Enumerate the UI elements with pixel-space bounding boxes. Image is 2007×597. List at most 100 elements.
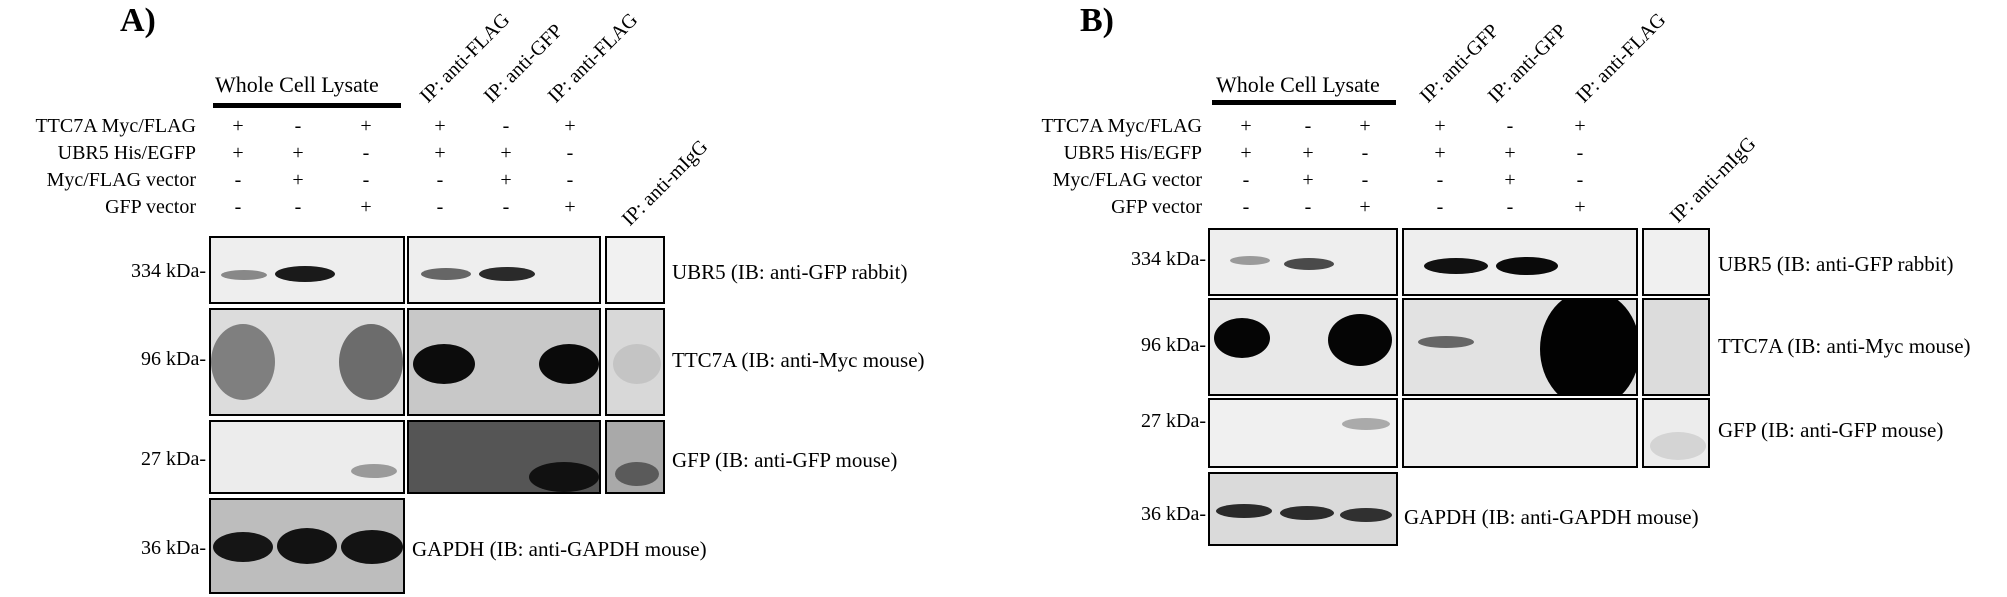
panel-a-lane-symbol: + — [292, 169, 304, 191]
panel-a-marker-36: 36 kDa- — [141, 537, 206, 559]
blot-band — [529, 462, 599, 492]
blot-band — [1214, 318, 1270, 358]
panel-b-lane-symbol: + — [1574, 115, 1586, 137]
panel-b-lane-symbol: - — [1436, 196, 1444, 218]
panel-a-wcl-bar — [213, 103, 401, 108]
panel-a-row-label-ubr5: UBR5 His/EGFP — [57, 142, 196, 164]
panel-a-blot-ubr5-wcl — [209, 236, 405, 304]
panel-a-lane-symbol: - — [502, 196, 510, 218]
panel-a-lane-symbol: - — [436, 169, 444, 191]
blot-band — [539, 344, 599, 384]
panel-b-row-label-ubr5: UBR5 His/EGFP — [1063, 142, 1202, 164]
panel-b-lane-symbol: - — [1506, 196, 1514, 218]
panel-b-blot-label-ttc7a: TTC7A (IB: anti-Myc mouse) — [1718, 334, 1971, 358]
blot-band — [1328, 314, 1392, 366]
panel-a-blot-label-gfp: GFP (IB: anti-GFP mouse) — [672, 448, 898, 472]
panel-b-marker-36: 36 kDa- — [1141, 503, 1206, 525]
panel-b-lane-symbol: - — [1576, 142, 1584, 164]
panel-b-blot-ubr5-wcl — [1208, 228, 1398, 296]
panel-a-lane-symbol: - — [234, 169, 242, 191]
blot-band — [339, 324, 403, 400]
blot-band — [213, 532, 273, 562]
panel-b-blot-ubr5-igg — [1642, 228, 1710, 296]
blot-band — [221, 270, 267, 280]
panel-b-row-label-myc-vector: Myc/FLAG vector — [1052, 169, 1202, 191]
panel-a-lane-symbol: - — [566, 142, 574, 164]
panel-b-blot-label-gfp: GFP (IB: anti-GFP mouse) — [1718, 418, 1944, 442]
panel-a-lane-symbol: - — [294, 115, 302, 137]
panel-a-blot-gfp-ip — [407, 420, 601, 494]
panel-b-blot-ttc7a-wcl — [1208, 298, 1398, 396]
panel-a-lane-symbol: - — [566, 169, 574, 191]
panel-a-lane-symbol: + — [500, 142, 512, 164]
panel-b-lane-symbol: - — [1242, 169, 1250, 191]
panel-b-lane-symbol: + — [1240, 142, 1252, 164]
panel-b-lane-symbol: - — [1436, 169, 1444, 191]
panel-a-marker-334: 334 kDa- — [131, 260, 206, 282]
panel-b-blot-ubr5-ip — [1402, 228, 1638, 296]
panel-a-blot-gapdh-wcl — [209, 498, 405, 594]
panel-a-blot-label-ubr5: UBR5 (IB: anti-GFP rabbit) — [672, 260, 908, 284]
panel-a-lane-symbol: + — [292, 142, 304, 164]
panel-a-lane-symbol: - — [436, 196, 444, 218]
panel-a-blot-ttc7a-ip — [407, 308, 601, 416]
panel-b-letter: B) — [1080, 2, 1114, 39]
blot-band — [413, 344, 475, 384]
panel-b-lane-symbol: - — [1242, 196, 1250, 218]
panel-a-row-label-ttc7a: TTC7A Myc/FLAG — [35, 115, 196, 137]
panel-b-marker-334: 334 kDa- — [1131, 248, 1206, 270]
panel-b-blot-gfp-igg — [1642, 398, 1710, 468]
panel-a-wcl-header: Whole Cell Lysate — [215, 72, 379, 97]
blot-band — [1424, 258, 1488, 274]
blot-band — [275, 266, 335, 282]
panel-b-lane-symbol: - — [1576, 169, 1584, 191]
panel-b-marker-27: 27 kDa- — [1141, 410, 1206, 432]
panel-b-lane-symbol: - — [1304, 196, 1312, 218]
panel-a-blot-ubr5-ip — [407, 236, 601, 304]
panel-a-lane-symbol: + — [232, 142, 244, 164]
panel-b-blot-label-gapdh: GAPDH (IB: anti-GAPDH mouse) — [1404, 505, 1699, 529]
panel-b-blot-gfp-wcl — [1208, 398, 1398, 468]
blot-band — [1284, 258, 1334, 270]
panel-a-lane-symbol: + — [360, 115, 372, 137]
panel-a-lane-symbol: - — [362, 142, 370, 164]
blot-band — [1540, 300, 1636, 394]
blot-band — [615, 462, 659, 486]
blot-band — [211, 324, 275, 400]
panel-b-lane-symbol: + — [1574, 196, 1586, 218]
blot-band — [1342, 418, 1390, 430]
panel-a-row-label-gfp-vector: GFP vector — [105, 196, 196, 218]
panel-b-lane-symbol: - — [1506, 115, 1514, 137]
blot-band — [1230, 256, 1270, 265]
panel-a-blot-label-gapdh: GAPDH (IB: anti-GAPDH mouse) — [412, 537, 707, 561]
panel-b-lane-symbol: + — [1302, 169, 1314, 191]
panel-a-lane-symbol: + — [232, 115, 244, 137]
blot-band — [1418, 336, 1474, 348]
blot-band — [351, 464, 397, 478]
panel-b-lane-symbol: - — [1361, 169, 1369, 191]
panel-b-blot-gfp-ip — [1402, 398, 1638, 468]
panel-b-wcl-bar — [1212, 100, 1396, 105]
panel-a-lane-symbol: - — [294, 196, 302, 218]
panel-a-blot-ubr5-igg — [605, 236, 665, 304]
panel-b-wcl-header: Whole Cell Lysate — [1216, 72, 1380, 97]
panel-b-lane-symbol: + — [1240, 115, 1252, 137]
blot-band — [1216, 504, 1272, 518]
panel-b-lane-symbol: + — [1302, 142, 1314, 164]
panel-a-blot-gfp-wcl — [209, 420, 405, 494]
panel-a-row-label-myc-vector: Myc/FLAG vector — [46, 169, 196, 191]
panel-a-lane-symbol: + — [434, 142, 446, 164]
panel-a-ip-header-3: IP: anti-FLAG — [543, 8, 643, 108]
blot-band — [1280, 506, 1334, 520]
panel-b-blot-label-ubr5: UBR5 (IB: anti-GFP rabbit) — [1718, 252, 1954, 276]
panel-b-lane-symbol: + — [1504, 142, 1516, 164]
panel-b-lane-symbol: + — [1434, 142, 1446, 164]
panel-a-igg-header: IP: anti-mIgG — [617, 135, 713, 231]
blot-band — [1340, 508, 1392, 522]
panel-b-lane-symbol: - — [1304, 115, 1312, 137]
blot-band — [277, 528, 337, 564]
panel-b-marker-96: 96 kDa- — [1141, 334, 1206, 356]
panel-a-lane-symbol: - — [362, 169, 370, 191]
panel-b-lane-symbol: + — [1434, 115, 1446, 137]
panel-a-lane-symbol: + — [434, 115, 446, 137]
